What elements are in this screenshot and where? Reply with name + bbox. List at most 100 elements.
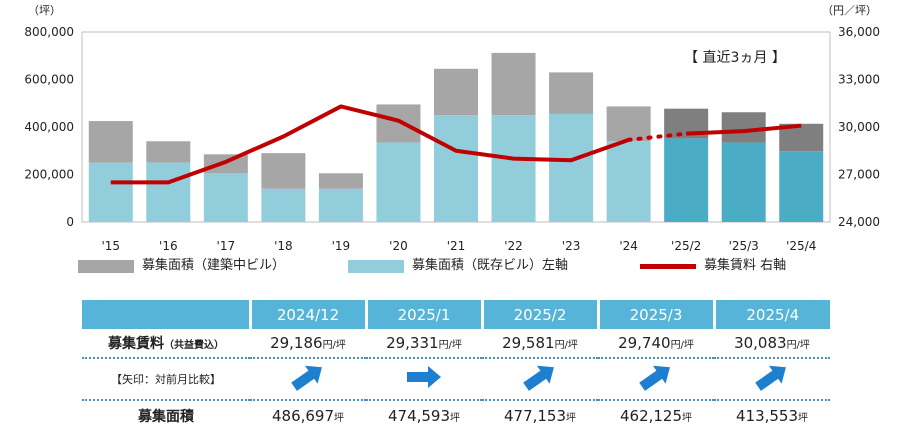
- bar-existing: [89, 163, 133, 222]
- bar-under-construction: [549, 72, 593, 114]
- y-tick-label: 0: [66, 215, 74, 229]
- legend-swatch-existing: [348, 260, 404, 273]
- area-value: 474,593: [388, 407, 450, 425]
- x-tick-label: '25/3: [729, 239, 759, 253]
- area-unit: 坪: [450, 413, 460, 424]
- left-axis-unit: （坪）: [28, 4, 61, 17]
- area-unit: 坪: [334, 413, 344, 424]
- x-tick-label: '18: [274, 239, 293, 253]
- y-tick-label: 800,000: [24, 25, 74, 39]
- x-tick-label: '24: [619, 239, 638, 253]
- area-value: 462,125: [620, 407, 682, 425]
- legend-item-built: 募集面積（建築中ビル）: [78, 256, 285, 276]
- x-tick-label: '20: [389, 239, 408, 253]
- trend-arrow-shape: [636, 361, 676, 393]
- area-unit: 坪: [798, 413, 808, 424]
- arrow-row: 【矢印：対前月比較】: [82, 358, 830, 400]
- rent-row: 募集賃料（共益費込） 29,186円/坪 29,331円/坪 29,581円/坪…: [82, 329, 830, 358]
- trend-arrow-shape: [407, 366, 441, 388]
- rent-row-label: 募集賃料（共益費込）: [82, 329, 250, 358]
- rent-unit: 円/坪: [439, 340, 462, 351]
- rent-value: 29,740: [618, 334, 671, 352]
- rent-unit: 円/坪: [555, 340, 578, 351]
- x-tick-label: '25/2: [671, 239, 701, 253]
- arrow-row-label: 【矢印：対前月比較】: [82, 358, 250, 400]
- month-header: 2025/2: [482, 300, 598, 329]
- bar-existing: [722, 142, 766, 222]
- y2-tick-label: 30,000: [838, 120, 880, 134]
- rent-label-sub: （共益費込）: [164, 340, 224, 351]
- legend-swatch-rent: [640, 264, 696, 269]
- bar-under-construction: [722, 112, 766, 142]
- bar-under-construction: [146, 141, 190, 162]
- y-tick-label: 200,000: [24, 168, 74, 182]
- x-tick-label: '19: [332, 239, 351, 253]
- bar-existing: [261, 189, 305, 222]
- rent-cell: 29,331円/坪: [366, 329, 482, 358]
- trend-arrow-up-right: [288, 361, 328, 393]
- month-header: 2024/12: [250, 300, 366, 329]
- rent-cell: 29,581円/坪: [482, 329, 598, 358]
- area-cell: 474,593坪: [366, 400, 482, 431]
- bar-under-construction: [607, 106, 651, 141]
- chart-area: （坪） （円／坪） 800,000600,000400,000200,0000 …: [0, 0, 900, 300]
- rent-cell: 29,740円/坪: [598, 329, 714, 358]
- bar-under-construction: [376, 104, 420, 142]
- area-value: 486,697: [272, 407, 334, 425]
- bar-existing: [146, 163, 190, 222]
- area-cell: 462,125坪: [598, 400, 714, 431]
- bar-under-construction: [492, 53, 536, 115]
- area-row-label: 募集面積: [82, 400, 250, 431]
- bar-existing: [204, 173, 248, 222]
- bar-under-construction: [89, 121, 133, 163]
- rent-unit: 円/坪: [787, 340, 810, 351]
- bar-existing: [549, 114, 593, 222]
- y2-tick-label: 27,000: [838, 168, 880, 182]
- trend-arrow-icon: [402, 361, 446, 393]
- trend-arrow-icon: [518, 361, 562, 393]
- right-axis-unit: （円／坪）: [822, 4, 877, 17]
- x-tick-label: '15: [101, 239, 120, 253]
- trend-arrow-icon: [750, 361, 794, 393]
- rent-unit: 円/坪: [323, 340, 346, 351]
- area-row: 募集面積 486,697坪 474,593坪 477,153坪 462,125坪…: [82, 400, 830, 431]
- trend-arrow-up-right: [520, 361, 560, 393]
- summary-table: 2024/12 2025/1 2025/2 2025/3 2025/4 募集賃料…: [82, 300, 830, 431]
- area-unit: 坪: [682, 413, 692, 424]
- legend-item-existing: 募集面積（既存ビル）左軸: [348, 256, 568, 276]
- y2-tick-label: 24,000: [838, 215, 880, 229]
- bar-existing: [664, 138, 708, 222]
- table-header-blank: [82, 300, 250, 329]
- trend-cell: [482, 358, 598, 400]
- legend-item-rent: 募集賃料 右軸: [640, 256, 786, 276]
- month-header: 2025/1: [366, 300, 482, 329]
- bar-existing: [607, 141, 651, 222]
- rent-value: 29,581: [502, 334, 555, 352]
- bar-under-construction: [261, 153, 305, 189]
- y2-tick-label: 33,000: [838, 73, 880, 87]
- trend-arrow-shape: [520, 361, 560, 393]
- x-tick-label: '21: [447, 239, 466, 253]
- x-tick-label: '16: [159, 239, 178, 253]
- bar-under-construction: [434, 69, 478, 115]
- bar-series: [89, 53, 823, 222]
- legend-label-built: 募集面積（建築中ビル）: [142, 256, 285, 276]
- trend-arrow-shape: [752, 361, 792, 393]
- trend-cell: [714, 358, 830, 400]
- trend-arrow-icon: [286, 361, 330, 393]
- trend-arrow-shape: [288, 361, 328, 393]
- legend-label-existing: 募集面積（既存ビル）左軸: [412, 256, 568, 276]
- legend-label-rent: 募集賃料 右軸: [704, 256, 786, 276]
- x-tick-label: '17: [217, 239, 236, 253]
- area-cell: 486,697坪: [250, 400, 366, 431]
- bar-under-construction: [319, 173, 363, 188]
- month-header: 2025/4: [714, 300, 830, 329]
- trend-cell: [598, 358, 714, 400]
- x-tick-label: '23: [562, 239, 581, 253]
- area-value: 477,153: [504, 407, 566, 425]
- trend-arrow-up-right: [752, 361, 792, 393]
- y-tick-label: 600,000: [24, 73, 74, 87]
- rent-value: 29,331: [386, 334, 439, 352]
- trend-arrow-icon: [634, 361, 678, 393]
